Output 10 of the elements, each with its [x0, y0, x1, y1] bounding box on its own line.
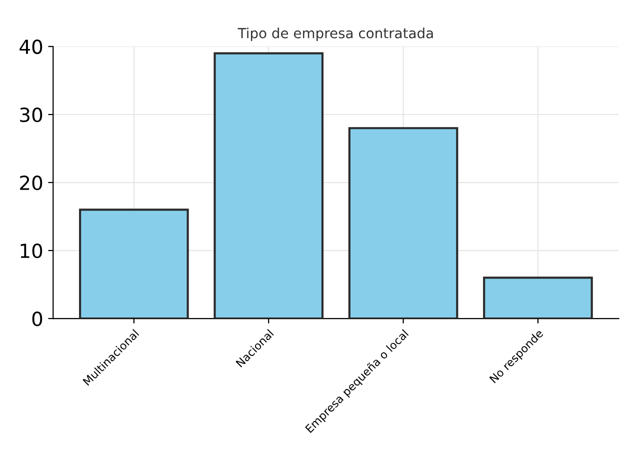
y-tick-label: 40 [20, 39, 42, 54]
bar [348, 127, 458, 319]
y-tick-label: 10 [20, 243, 42, 258]
y-tick-label: 0 [32, 311, 42, 326]
bar [79, 208, 189, 319]
chart-title: Tipo de empresa contratada [238, 28, 433, 42]
bar [214, 52, 324, 319]
y-tick-label: 20 [20, 175, 42, 190]
y-tick-label: 30 [20, 107, 42, 122]
bar [483, 276, 593, 319]
